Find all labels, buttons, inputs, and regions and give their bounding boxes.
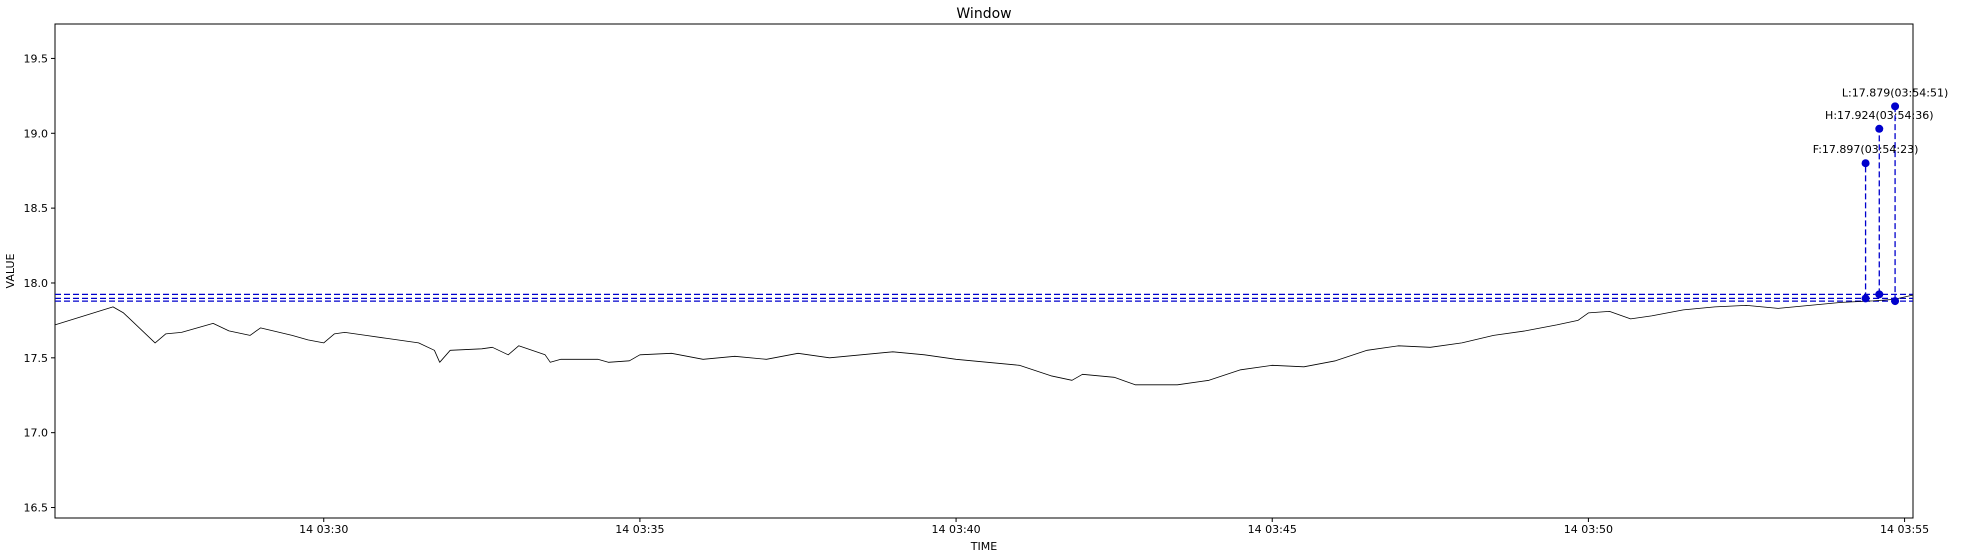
chart-title: Window [956,6,1011,22]
x-axis-label: TIME [970,540,997,553]
marker-top-point [1891,102,1900,111]
plot-area [54,23,1914,519]
y-tick-label: 16.5 [24,502,49,515]
marker-base-point [1891,297,1900,306]
x-tick-label: 14 03:50 [1564,523,1613,536]
marker-label: L:17.879(03:54:51) [1842,86,1948,99]
reference-lines [55,293,1913,302]
price-series-line [54,294,1914,386]
marker-base-point [1875,290,1884,299]
y-tick-label: 17.5 [24,352,49,365]
y-tick-label: 17.0 [24,427,49,440]
x-tick-label: 14 03:40 [931,523,980,536]
x-axis-ticks: 14 03:30 14 03:35 14 03:40 14 03:45 14 03:50… [299,518,1929,536]
marker-top-point [1861,159,1870,168]
marker-base-point [1861,294,1870,303]
x-tick-label: 14 03:30 [299,523,348,536]
series-layer [54,294,1914,386]
marker-label: F:17.897(03:54:23) [1813,143,1919,156]
x-tick-label: 14 03:55 [1880,523,1929,536]
y-axis-ticks: 16.5 17.0 17.5 18.0 18.5 19.0 19.5 [24,52,55,515]
y-tick-label: 19.5 [24,52,49,65]
x-tick-label: 14 03:45 [1248,523,1297,536]
marker-top-point [1875,124,1884,133]
y-tick-label: 18.0 [24,277,49,290]
y-tick-label: 18.5 [24,202,49,215]
y-tick-label: 19.0 [24,127,49,140]
marker-layer: F:17.897(03:54:23) H:17.924(03:54:36) L:17… [1813,86,1948,306]
y-axis-label: VALUE [4,253,17,288]
x-tick-label: 14 03:35 [615,523,664,536]
marker-label: H:17.924(03:54:36) [1825,109,1933,122]
